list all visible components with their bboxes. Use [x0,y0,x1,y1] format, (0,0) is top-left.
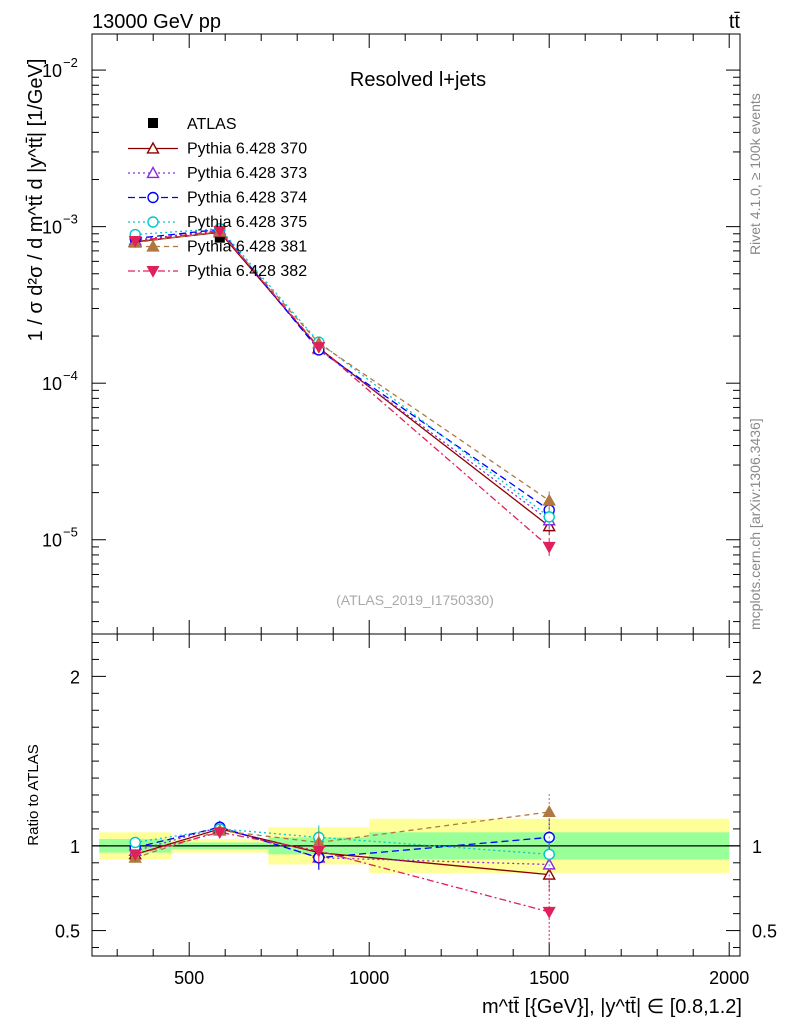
atlas-data-point [214,232,225,243]
legend: ATLAS Pythia 6.428 370 Pythia 6.428 373 Pyt… [128,116,307,280]
ratio-point-4 [129,836,141,849]
main-y-tick-exponent: −4 [63,368,78,383]
ratio-frame [91,633,741,957]
main-y-tick-label: 10 [42,61,62,81]
main-y-tick-label: 10 [42,531,62,551]
series-point-4 [543,511,555,523]
legend-atlas-marker [148,118,158,128]
ratio-y-tick-label-left: 0.5 [55,922,80,942]
ratio-point-4 [543,848,555,861]
side-text-upper: Rivet 4.1.0, ≥ 100k events [747,93,763,255]
series-point-6 [213,225,227,238]
legend-label-1: Pythia 6.428 370 [187,141,307,158]
series-point-6 [542,541,556,554]
x-tick-label: 2000 [709,968,749,988]
ratio-point-6 [213,827,227,840]
ratio-y-tick-label-right: 0.5 [752,922,777,942]
main-y-tick-exponent: −3 [63,212,78,227]
ratio-line-2 [135,826,550,866]
legend-marker-1 [146,141,160,154]
ratio-ylabel: Ratio to ATLAS [25,744,42,845]
series-point-6 [128,235,142,248]
series-line-1 [135,231,550,527]
main-y-tick-label: 10 [42,218,62,238]
legend-label-2: Pythia 6.428 373 [187,165,307,182]
ratio-point-6 [312,845,326,858]
legend-marker-6 [146,266,160,278]
watermark: (ATLAS_2019_I1750330) [336,592,494,608]
ratio-y-tick-label-left: 1 [70,837,80,857]
ratio-line-5 [135,811,550,859]
main-title: Resolved l+jets [350,69,486,91]
side-text-lower: mcplots.cern.ch [arXiv:1306.3436] [747,418,763,630]
ratio-line-1 [135,828,550,876]
main-y-tick-label: 10 [42,374,62,394]
legend-label-4: Pythia 6.428 375 [187,214,307,231]
ratio-line-6 [135,831,550,913]
series-line-6 [135,230,550,548]
series-point-5 [542,493,556,506]
x-tick-label: 1000 [349,968,389,988]
ratio-y-tick-label-right: 1 [752,837,762,857]
legend-atlas-label: ATLAS [187,116,237,133]
main-y-tick-exponent: −5 [63,525,78,540]
x-tick-label: 1500 [529,968,569,988]
ratio-point-6 [128,849,142,862]
ratio-point-6 [542,906,556,919]
main-series-layer [128,223,556,556]
main-axis-ticks: 10−510−410−310−2 [42,34,740,634]
legend-label-5: Pythia 6.428 381 [187,239,307,256]
header-left: 13000 GeV pp [92,11,221,33]
legend-marker-4 [147,216,159,228]
ratio-bands [92,818,740,873]
series-line-4 [135,228,550,518]
ratio-point-5 [542,805,556,818]
legend-marker-3 [147,191,159,204]
ratio-panel: 0.5 0.5 1 1 2 2 500 1000 1500 2000 Ratio to ATLAS… [25,633,777,1018]
ratio-line-3 [135,826,550,859]
legend-marker-5 [146,239,160,252]
ratio-y-tick-label-left: 2 [70,667,80,687]
main-panel: 10−510−410−310−2 Resolved l+jets (ATLAS_… [25,33,741,635]
ratio-axis-ticks: 0.5 0.5 1 1 2 2 500 1000 1500 2000 [55,634,777,988]
ratio-series-layer [128,793,556,946]
header-right: tt̄ [729,11,741,33]
main-y-tick-exponent: −2 [63,55,78,70]
legend-label-3: Pythia 6.428 374 [187,190,307,207]
legend-marker-2 [146,166,160,179]
series-point-6 [312,342,326,354]
main-ylabel: 1 / σ d²σ / d m^tt̄ d |y^tt̄| [1/GeV] [25,59,47,342]
x-tick-label: 500 [174,968,204,988]
x-axis-label: m^tt̄ [{GeV}], |y^tt̄| ∈ [0.8,1.2] [482,996,742,1018]
ratio-line-4 [135,828,550,855]
legend-label-6: Pythia 6.428 382 [187,263,307,280]
ratio-y-tick-label-right: 2 [752,667,762,687]
